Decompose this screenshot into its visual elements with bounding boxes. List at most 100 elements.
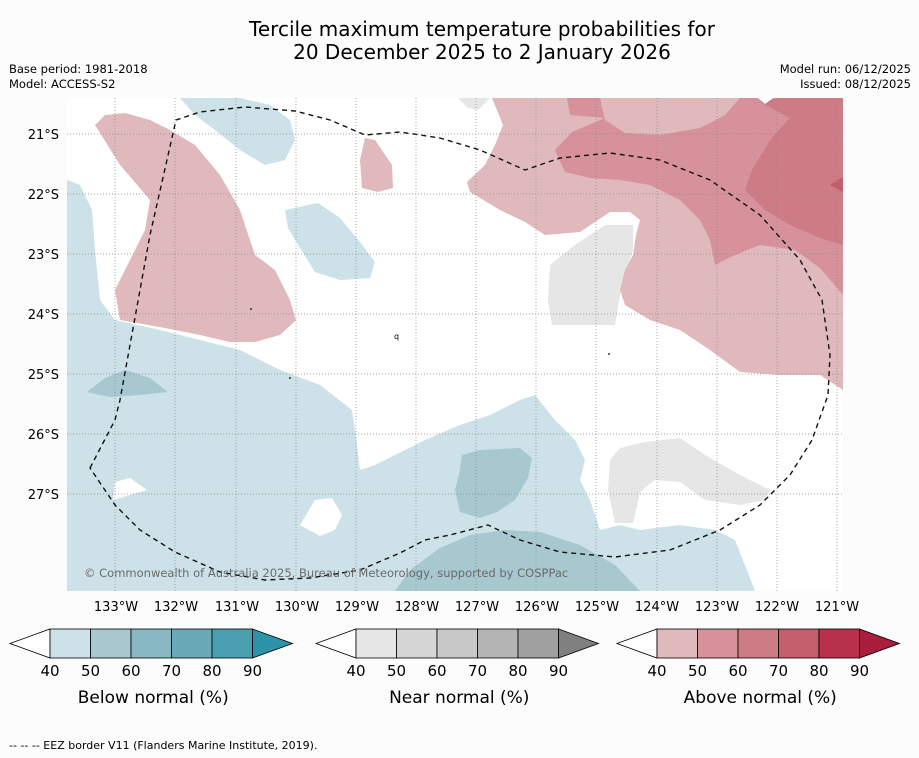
colorbar-tick-label: 50 <box>688 662 707 680</box>
island-marker: q <box>394 332 399 341</box>
issued-date-text: Issued: 08/12/2025 <box>800 77 911 91</box>
lon-label: 131°W <box>215 600 259 615</box>
colorbar-segment <box>477 628 519 659</box>
lat-label: 21°S <box>28 128 59 143</box>
lon-label: 122°W <box>755 600 799 615</box>
colorbar-tick-label: 80 <box>508 662 527 680</box>
lon-label: 127°W <box>455 600 499 615</box>
lon-label: 132°W <box>154 600 198 615</box>
below-normal-50-60-region <box>395 530 640 591</box>
title-line-1: Tercile maximum temperature probabilitie… <box>249 17 715 41</box>
colorbar-tick-label: 80 <box>809 662 828 680</box>
colorbar-tick-label: 90 <box>243 662 262 680</box>
lat-label: 24°S <box>28 308 59 323</box>
above-normal-40-50-region <box>600 98 740 135</box>
colorbar-title: Below normal (%) <box>78 688 229 708</box>
lat-label: 22°S <box>28 188 59 203</box>
colorbar-segment <box>90 628 132 659</box>
eez-border <box>89 106 831 581</box>
colorbar-legend: 40 50 60 70 80 90 Above normal (%) <box>615 628 901 708</box>
island-marker <box>289 377 291 379</box>
no-dominant-tercile-region <box>300 498 342 536</box>
colorbar-tick-label: 40 <box>647 662 666 680</box>
colorbar-over-triangle <box>558 628 600 659</box>
colorbar-segment <box>171 628 213 659</box>
colorbar-over-triangle <box>859 628 901 659</box>
lon-label: 126°W <box>515 600 559 615</box>
colorbar-tick-label: 60 <box>728 662 747 680</box>
colorbar-tick-label: 90 <box>549 662 568 680</box>
lon-label: 121°W <box>815 600 859 615</box>
colorbar-under-triangle <box>8 628 51 659</box>
colorbar-tick-label: 50 <box>81 662 100 680</box>
longitude-labels: 133°W 132°W 131°W 130°W 129°W 128°W 127°… <box>94 600 859 615</box>
no-dominant-tercile-region <box>113 478 147 500</box>
below-normal-50-60-region <box>87 370 168 397</box>
colorbar-segment <box>436 628 478 659</box>
lon-label: 129°W <box>335 600 379 615</box>
colorbar-title: Near normal (%) <box>389 688 529 708</box>
lon-label: 123°W <box>695 600 739 615</box>
colorbar-tick-label: 60 <box>121 662 140 680</box>
title-line-2: 20 December 2025 to 2 January 2026 <box>293 40 671 64</box>
colorbar-tick-label: 70 <box>468 662 487 680</box>
colorbar-segment <box>517 628 559 659</box>
lon-label: 125°W <box>575 600 619 615</box>
colorbar-tick-label: 60 <box>427 662 446 680</box>
lat-label: 23°S <box>28 248 59 263</box>
lat-label: 27°S <box>28 488 59 503</box>
colorbar-tick-label: 40 <box>40 662 59 680</box>
island-marker <box>608 353 610 355</box>
map-title: Tercile maximum temperature probabilitie… <box>0 18 919 64</box>
above-normal-60-70-region <box>745 98 843 245</box>
colorbar-segment <box>737 628 779 659</box>
lat-label: 26°S <box>28 428 59 443</box>
latitude-labels: 21°S 22°S 23°S 24°S 25°S 26°S 27°S <box>28 128 59 503</box>
colorbar-segment <box>818 628 860 659</box>
colorbar-tick-label: 90 <box>850 662 869 680</box>
near-normal-40-50-region <box>548 225 633 325</box>
colorbar-segment <box>211 628 253 659</box>
colorbar-title: Above normal (%) <box>684 688 837 708</box>
below-normal-50-60-region <box>455 448 532 518</box>
lon-label: 133°W <box>94 600 138 615</box>
model-name-text: Model: ACCESS-S2 <box>9 77 116 91</box>
lon-label: 128°W <box>395 600 439 615</box>
no-dominant-tercile-region <box>758 98 773 104</box>
near-normal-40-50-region <box>458 98 490 110</box>
island-marker <box>250 308 252 310</box>
lat-label: 25°S <box>28 368 59 383</box>
colorbar-tick-label: 40 <box>346 662 365 680</box>
probability-map: q © Commonwealth of Australia 2025, Bure… <box>28 98 859 615</box>
colorbar-legend: 40 50 60 70 80 90 Near normal (%) <box>314 628 600 708</box>
colorbar-tick-label: 70 <box>162 662 181 680</box>
colorbar-segment <box>355 628 397 659</box>
lon-label: 124°W <box>635 600 679 615</box>
below-normal-40-50-region <box>67 180 755 591</box>
colorbar-under-triangle <box>314 628 357 659</box>
below-normal-40-50-region <box>180 98 295 165</box>
eez-footnote: -- -- -- EEZ border V11 (Flanders Marine… <box>9 739 318 752</box>
colorbar-tick-label: 80 <box>202 662 221 680</box>
colorbar-segment <box>778 628 820 659</box>
above-normal-40-50-region <box>95 113 296 342</box>
model-run-text: Model run: 06/12/2025 <box>779 62 911 76</box>
below-normal-40-50-region <box>285 203 375 280</box>
base-period-text: Base period: 1981-2018 <box>9 62 148 76</box>
colorbar-segment <box>49 628 91 659</box>
lon-label: 130°W <box>275 600 319 615</box>
metadata-right: Model run: 06/12/2025 Issued: 08/12/2025 <box>780 62 911 92</box>
copyright-text: © Commonwealth of Australia 2025, Bureau… <box>84 566 568 580</box>
near-normal-40-50-region <box>608 438 770 523</box>
graticule <box>67 98 843 591</box>
colorbar-segment <box>130 628 172 659</box>
colorbar-over-triangle <box>252 628 294 659</box>
colorbar-tick-label: 70 <box>769 662 788 680</box>
colorbar-tick-label: 50 <box>387 662 406 680</box>
metadata-left: Base period: 1981-2018 Model: ACCESS-S2 <box>9 62 148 92</box>
colorbar-segment <box>697 628 739 659</box>
colorbar-segment <box>656 628 698 659</box>
colorbar-under-triangle <box>615 628 658 659</box>
colorbar-segment <box>396 628 438 659</box>
legend-panel: 40 50 60 70 80 90 Below normal (%) 40 50 60 70 80 90… <box>8 628 901 708</box>
